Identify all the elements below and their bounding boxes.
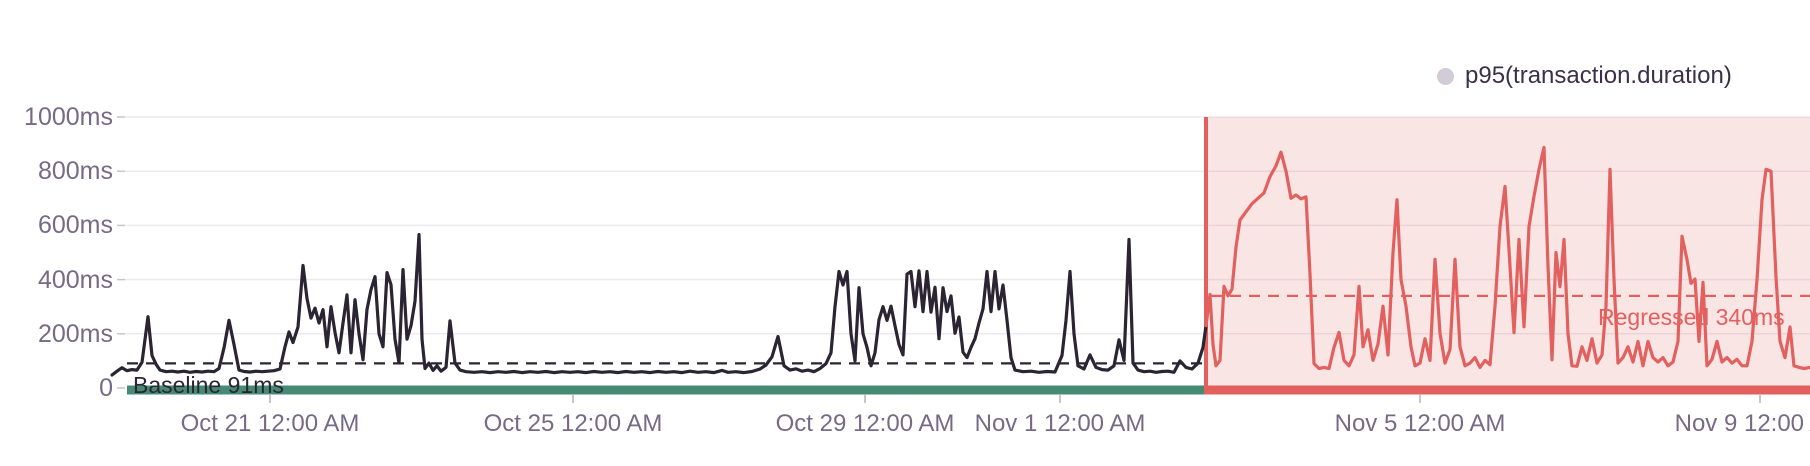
baseline-value-label: Baseline 91ms [133, 372, 284, 398]
regression-start-line [1204, 117, 1208, 395]
regressed-series-line[interactable] [1204, 145, 1810, 371]
y-axis-label: 600ms [37, 211, 113, 240]
regressed-value-label: Regressed 340ms [1598, 304, 1785, 330]
legend-item[interactable]: p95(transaction.duration) [1437, 62, 1732, 90]
y-axis-label: 200ms [37, 319, 113, 348]
baseline-period-bar [127, 385, 1206, 395]
y-axis-label: 1000ms [24, 103, 113, 131]
regression-period-bar [1206, 385, 1810, 395]
x-axis-label: Oct 21 12:00 AM [180, 410, 360, 437]
x-axis-label: Oct 29 12:00 AM [775, 410, 955, 437]
x-axis-label: Nov 1 12:00 AM [974, 410, 1146, 437]
legend-dot-icon [1437, 67, 1454, 85]
x-axis-label: Nov 9 12:00 AM [1674, 410, 1810, 437]
x-axis-label: Nov 5 12:00 AM [1334, 410, 1506, 437]
baseline-series-line[interactable] [110, 233, 1208, 377]
y-axis-label: 800ms [37, 157, 113, 186]
y-axis-label: 0 [99, 374, 113, 402]
legend-label: p95(transaction.duration) [1465, 62, 1732, 89]
x-axis-label: Oct 25 12:00 AM [483, 410, 663, 437]
y-axis-label: 400ms [37, 265, 113, 294]
